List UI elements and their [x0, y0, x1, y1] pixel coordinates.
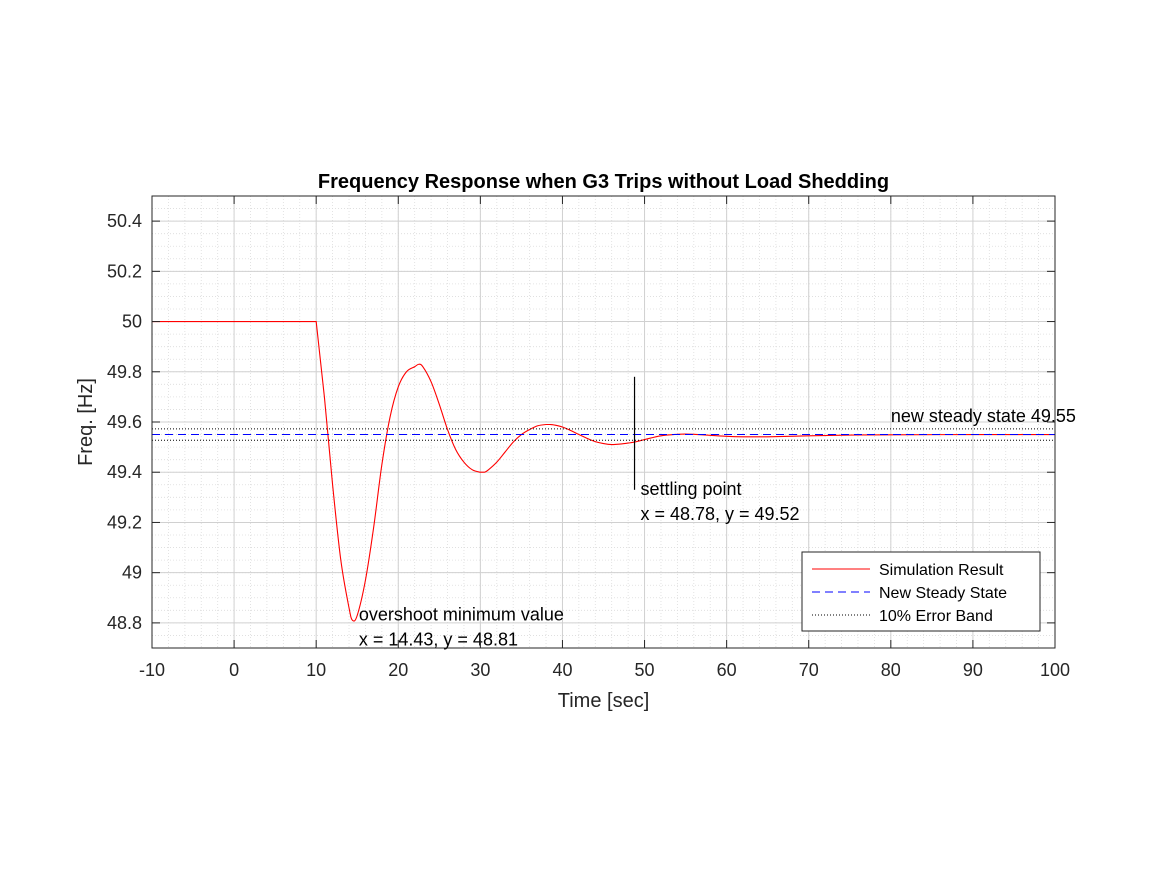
tick-marks	[151, 196, 1056, 648]
x-tick-label: -10	[139, 660, 165, 680]
legend-label: New Steady State	[879, 585, 1007, 602]
x-tick-label: 90	[963, 660, 983, 680]
y-tick-label: 49.8	[107, 362, 142, 382]
x-tick-label: 80	[881, 660, 901, 680]
x-axis-label: Time [sec]	[558, 690, 650, 712]
series-layer	[152, 321, 1055, 622]
x-tick-label: 30	[470, 660, 490, 680]
y-tick-labels: 48.8 49 49.2 49.4 49.6 49.8 50 50.2 50.4	[107, 211, 142, 633]
y-tick-label: 50.2	[107, 261, 142, 281]
y-tick-label: 49.4	[107, 462, 142, 482]
y-tick-label: 49	[122, 563, 142, 583]
x-tick-label: 0	[229, 660, 239, 680]
legend-label: 10% Error Band	[879, 608, 993, 625]
x-tick-label: 70	[799, 660, 819, 680]
annotations: overshoot minimum value x = 14.43, y = 48…	[359, 376, 1076, 649]
x-tick-labels: -10 0 10 20 30 40 50 60 70 80 90 100	[139, 660, 1070, 680]
y-tick-label: 48.8	[107, 613, 142, 633]
x-tick-label: 50	[635, 660, 655, 680]
y-tick-label: 50.4	[107, 211, 142, 231]
annotation-text: overshoot minimum value	[359, 604, 564, 624]
x-tick-label: 60	[717, 660, 737, 680]
annotation-text: x = 48.78, y = 49.52	[640, 504, 799, 524]
y-axis-label: Freq. [Hz]	[75, 378, 97, 466]
y-tick-label: 49.2	[107, 512, 142, 532]
annotation-text: settling point	[640, 479, 741, 499]
y-tick-label: 49.6	[107, 412, 142, 432]
legend: Simulation Result New Steady State 10% Err…	[801, 551, 1041, 632]
y-tick-label: 50	[122, 312, 142, 332]
x-tick-label: 10	[306, 660, 326, 680]
x-tick-label: 100	[1040, 660, 1070, 680]
legend-label: Simulation Result	[879, 562, 1004, 579]
x-tick-label: 20	[388, 660, 408, 680]
annotation-text: x = 14.43, y = 48.81	[359, 629, 518, 649]
chart-title: Frequency Response when G3 Trips without…	[318, 171, 889, 193]
annotation-text: new steady state 49.55	[891, 406, 1076, 426]
x-tick-label: 40	[552, 660, 572, 680]
